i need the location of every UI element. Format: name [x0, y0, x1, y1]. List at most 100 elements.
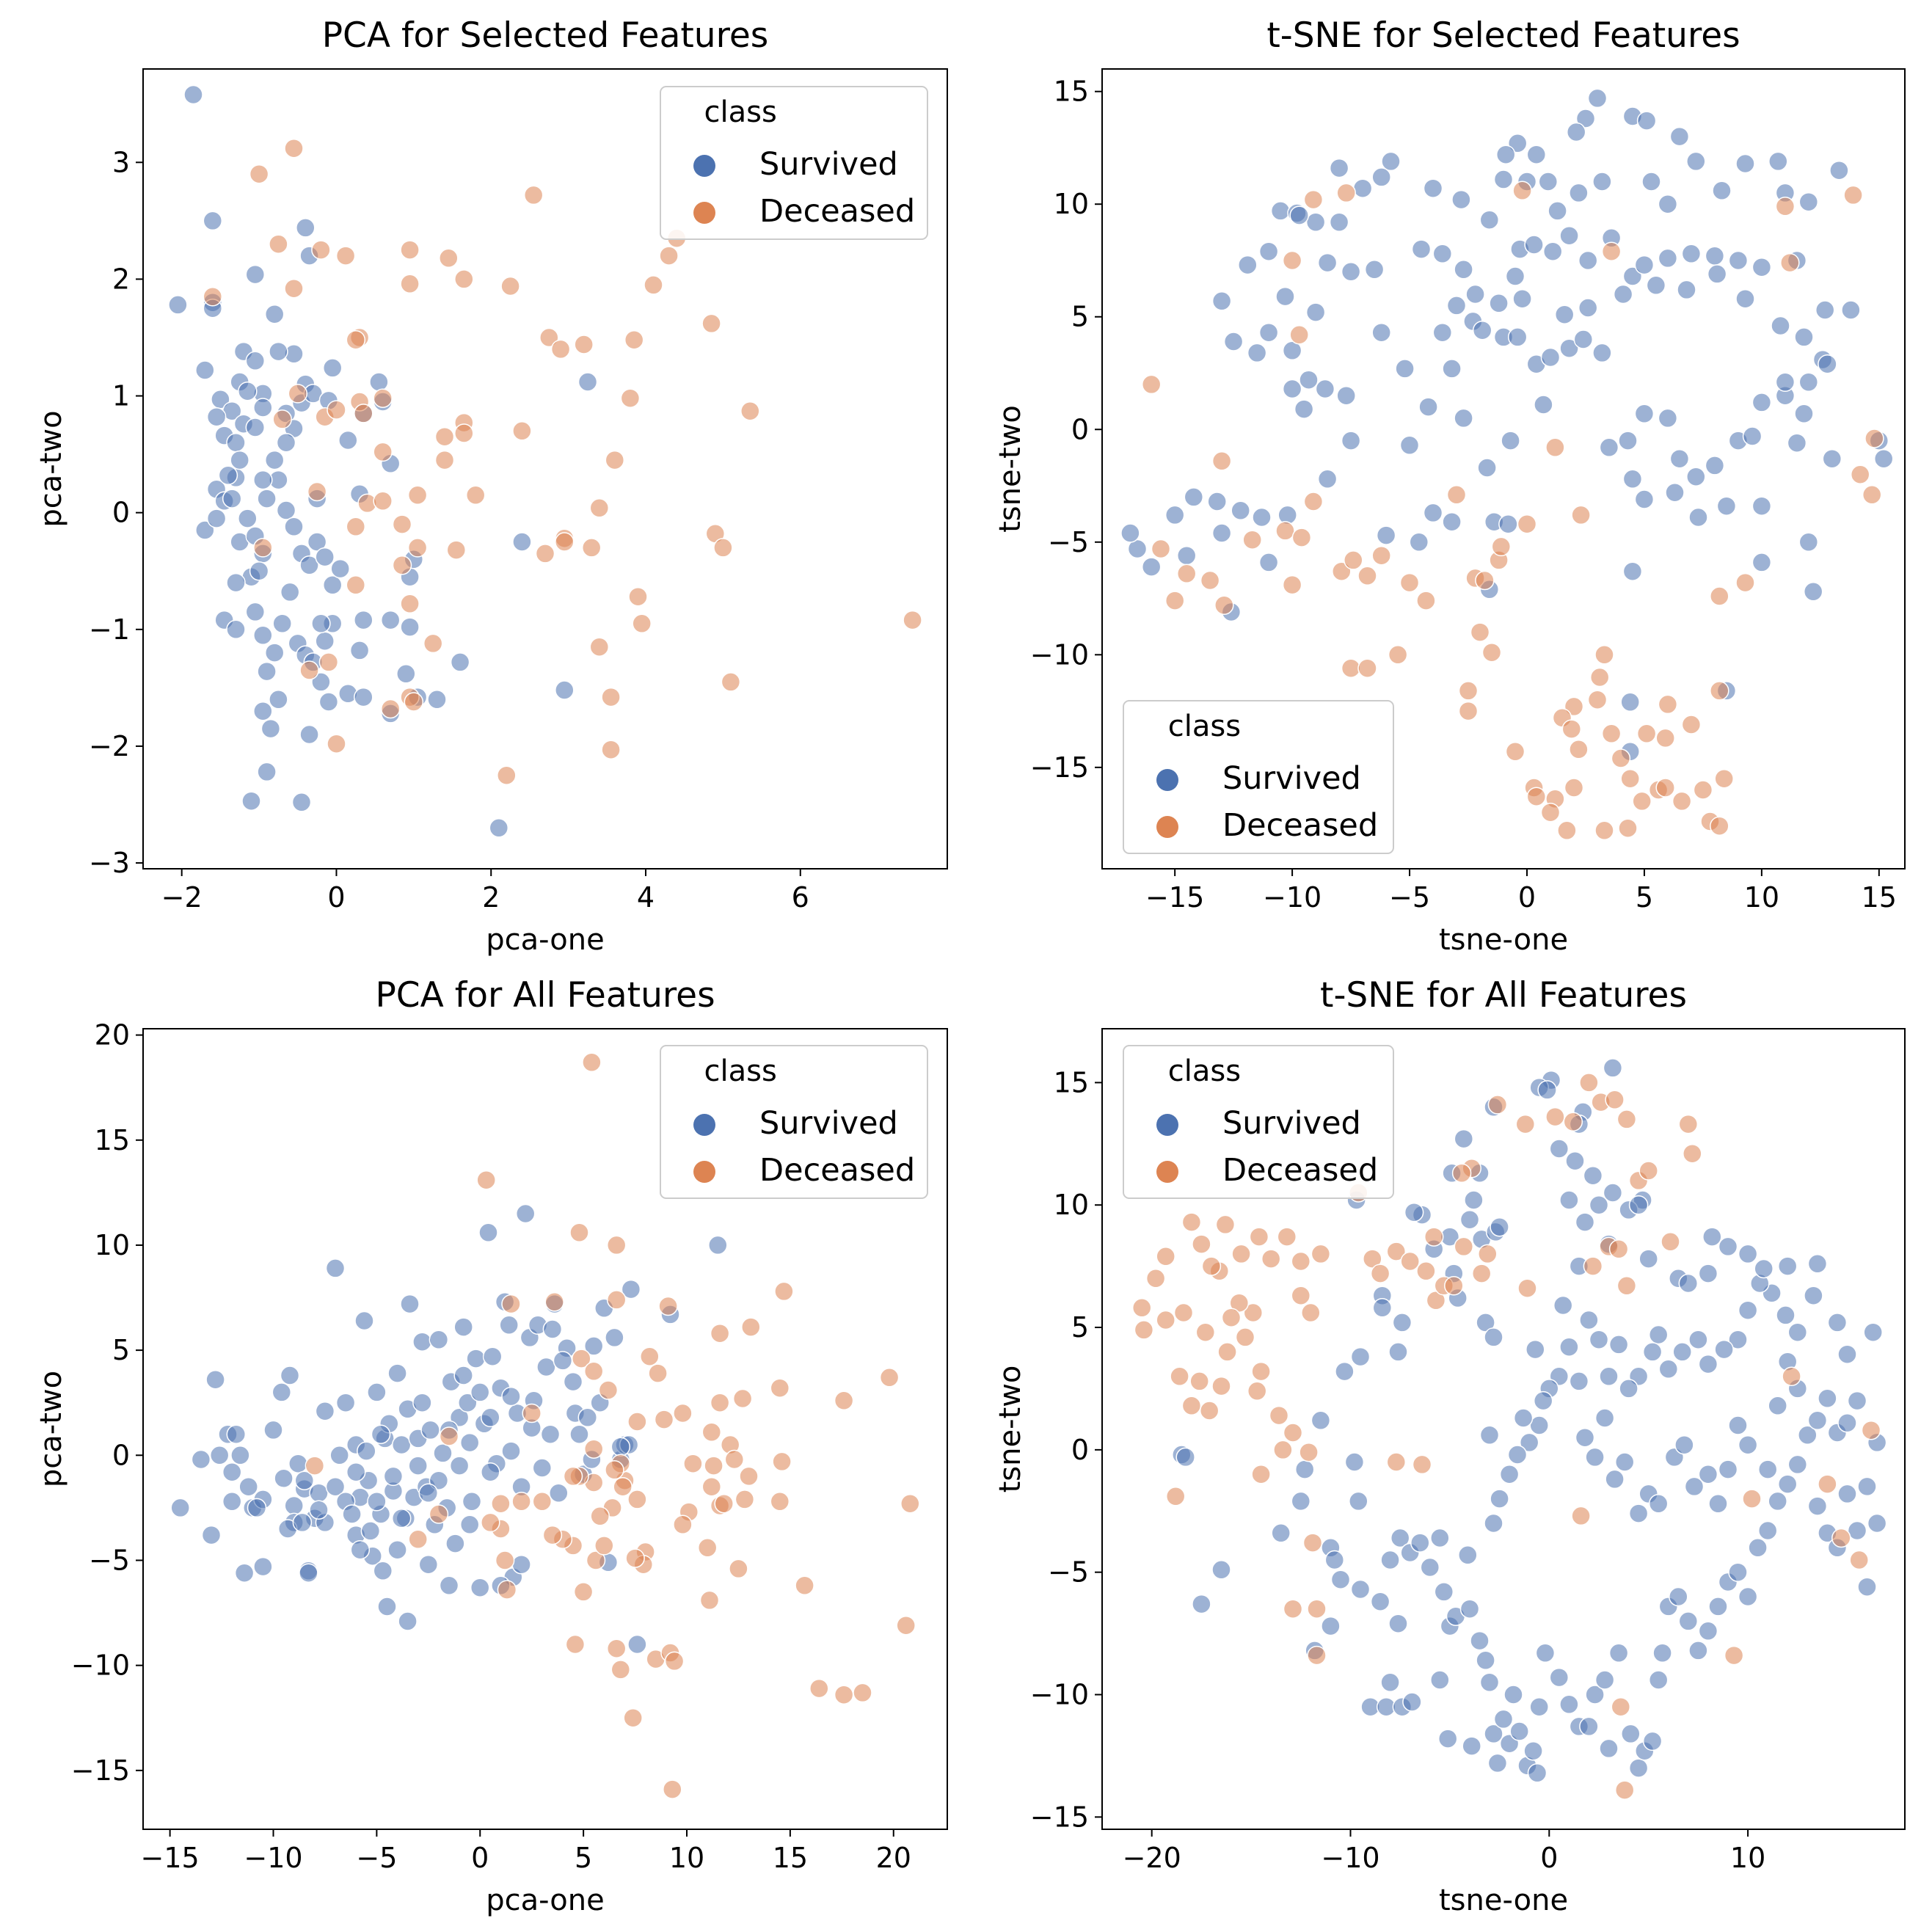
x-tick-label: 0: [1518, 881, 1536, 914]
x-tick-label: 15: [773, 1842, 808, 1874]
point-survived-200: [1175, 1447, 1195, 1468]
point-deceased-21: [704, 1456, 723, 1476]
point-deceased-79: [1742, 1489, 1762, 1509]
point-survived-32: [1291, 1491, 1311, 1512]
point-survived-135: [1592, 172, 1612, 192]
point-survived-152: [1757, 1459, 1778, 1479]
point-deceased-73: [663, 1779, 682, 1799]
point-survived-161: [1857, 1476, 1877, 1497]
point-deceased-5: [335, 246, 356, 266]
point-survived-53: [1751, 257, 1772, 277]
point-deceased-53: [1620, 768, 1640, 789]
point-survived-55: [1503, 1685, 1523, 1705]
point-survived-94: [1837, 1484, 1857, 1504]
point-survived-83: [1634, 489, 1655, 509]
point-survived-43: [1542, 241, 1563, 261]
point-survived-78: [1658, 408, 1678, 429]
point-deceased-34: [446, 540, 467, 560]
legend-box: [1123, 700, 1394, 854]
point-deceased-14: [1400, 1251, 1420, 1272]
point-deceased-67: [606, 1638, 627, 1658]
point-deceased-50: [659, 246, 679, 266]
point-survived-136: [610, 1437, 631, 1457]
point-survived-129: [501, 1386, 521, 1407]
point-survived-85: [1748, 1538, 1768, 1558]
point-deceased-57: [1273, 1440, 1293, 1460]
point-deceased-12: [583, 1361, 604, 1382]
point-survived-46: [1458, 1545, 1478, 1565]
point-survived-101: [218, 465, 238, 486]
point-deceased-20: [373, 388, 393, 408]
point-survived-19: [1490, 1217, 1509, 1237]
point-survived-71: [241, 791, 261, 811]
point-deceased-63: [1412, 1454, 1432, 1475]
legend-title: class: [1168, 710, 1241, 743]
point-deceased-70: [721, 672, 741, 692]
x-tick-label: 5: [1636, 881, 1653, 914]
point-survived-90: [621, 1279, 641, 1299]
point-deceased-29: [1470, 622, 1490, 642]
point-deceased-45: [1526, 787, 1547, 806]
point-survived-56: [1432, 244, 1453, 264]
x-tick-label: 10: [669, 1842, 704, 1874]
point-deceased-68: [601, 740, 621, 759]
point-deceased-26: [739, 1466, 759, 1487]
point-survived-12: [1404, 1202, 1424, 1222]
point-deceased-9: [741, 1317, 761, 1337]
x-tick-label: 2: [482, 881, 500, 914]
point-survived-153: [1768, 1396, 1787, 1416]
point-survived-75: [532, 1458, 553, 1478]
point-survived-53: [315, 547, 335, 567]
legend-title: class: [704, 1054, 777, 1088]
point-deceased-42: [1587, 690, 1608, 710]
point-survived-81: [563, 1371, 583, 1392]
point-survived-101: [1498, 514, 1518, 534]
point-survived-118: [1258, 553, 1279, 572]
point-survived-48: [1470, 1630, 1490, 1651]
point-deceased-30: [1481, 642, 1502, 663]
point-survived-144: [373, 1561, 393, 1581]
point-deceased-55: [1283, 1423, 1303, 1443]
point-deceased-3: [269, 234, 288, 254]
point-deceased-40: [327, 734, 346, 754]
point-survived-168: [1807, 1254, 1828, 1274]
point-deceased-3: [1289, 325, 1309, 345]
point-deceased-39: [795, 1575, 814, 1596]
point-deceased-41: [299, 660, 319, 680]
point-survived-167: [1777, 1256, 1798, 1276]
point-deceased-7: [658, 1296, 678, 1316]
point-survived-99: [1837, 1344, 1857, 1364]
point-deceased-7: [346, 329, 366, 350]
point-survived-133: [1442, 359, 1462, 379]
point-survived-145: [1829, 160, 1849, 181]
point-survived-31: [1446, 296, 1467, 316]
point-survived-10: [1270, 201, 1291, 221]
point-survived-81: [1599, 437, 1619, 458]
point-survived-109: [1698, 1354, 1718, 1374]
point-deceased-49: [1557, 820, 1577, 841]
legend: class Survived Deceased: [1123, 700, 1394, 854]
point-deceased-22: [346, 517, 366, 537]
point-deceased-36: [400, 594, 420, 614]
point-deceased-69: [497, 765, 517, 785]
point-deceased-83: [1849, 1550, 1869, 1570]
point-deceased-26: [1249, 1227, 1269, 1247]
point-survived-112: [1141, 557, 1162, 577]
point-survived-31: [1294, 1459, 1315, 1479]
panel-pca-all: −15 −10 −5 0 5 10 15 20 −15 −10 −5 0 5 10 15 20 PCA for …: [34, 975, 948, 1917]
point-survived-125: [1533, 1390, 1553, 1411]
point-survived-24: [309, 1483, 329, 1503]
point-deceased-13: [598, 1380, 619, 1400]
point-survived-190: [1380, 1672, 1400, 1693]
point-deceased-9: [439, 248, 459, 269]
point-survived-50: [1681, 244, 1702, 264]
point-survived-148: [1641, 172, 1661, 192]
point-survived-63: [482, 1346, 503, 1366]
point-deceased-12: [1164, 591, 1185, 610]
legend-marker-deceased: [693, 202, 715, 224]
point-survived-158: [1841, 300, 1861, 320]
point-survived-5: [195, 360, 215, 380]
point-deceased-27: [1231, 1244, 1251, 1264]
point-survived-52: [307, 532, 327, 552]
point-deceased-58: [542, 1525, 563, 1545]
